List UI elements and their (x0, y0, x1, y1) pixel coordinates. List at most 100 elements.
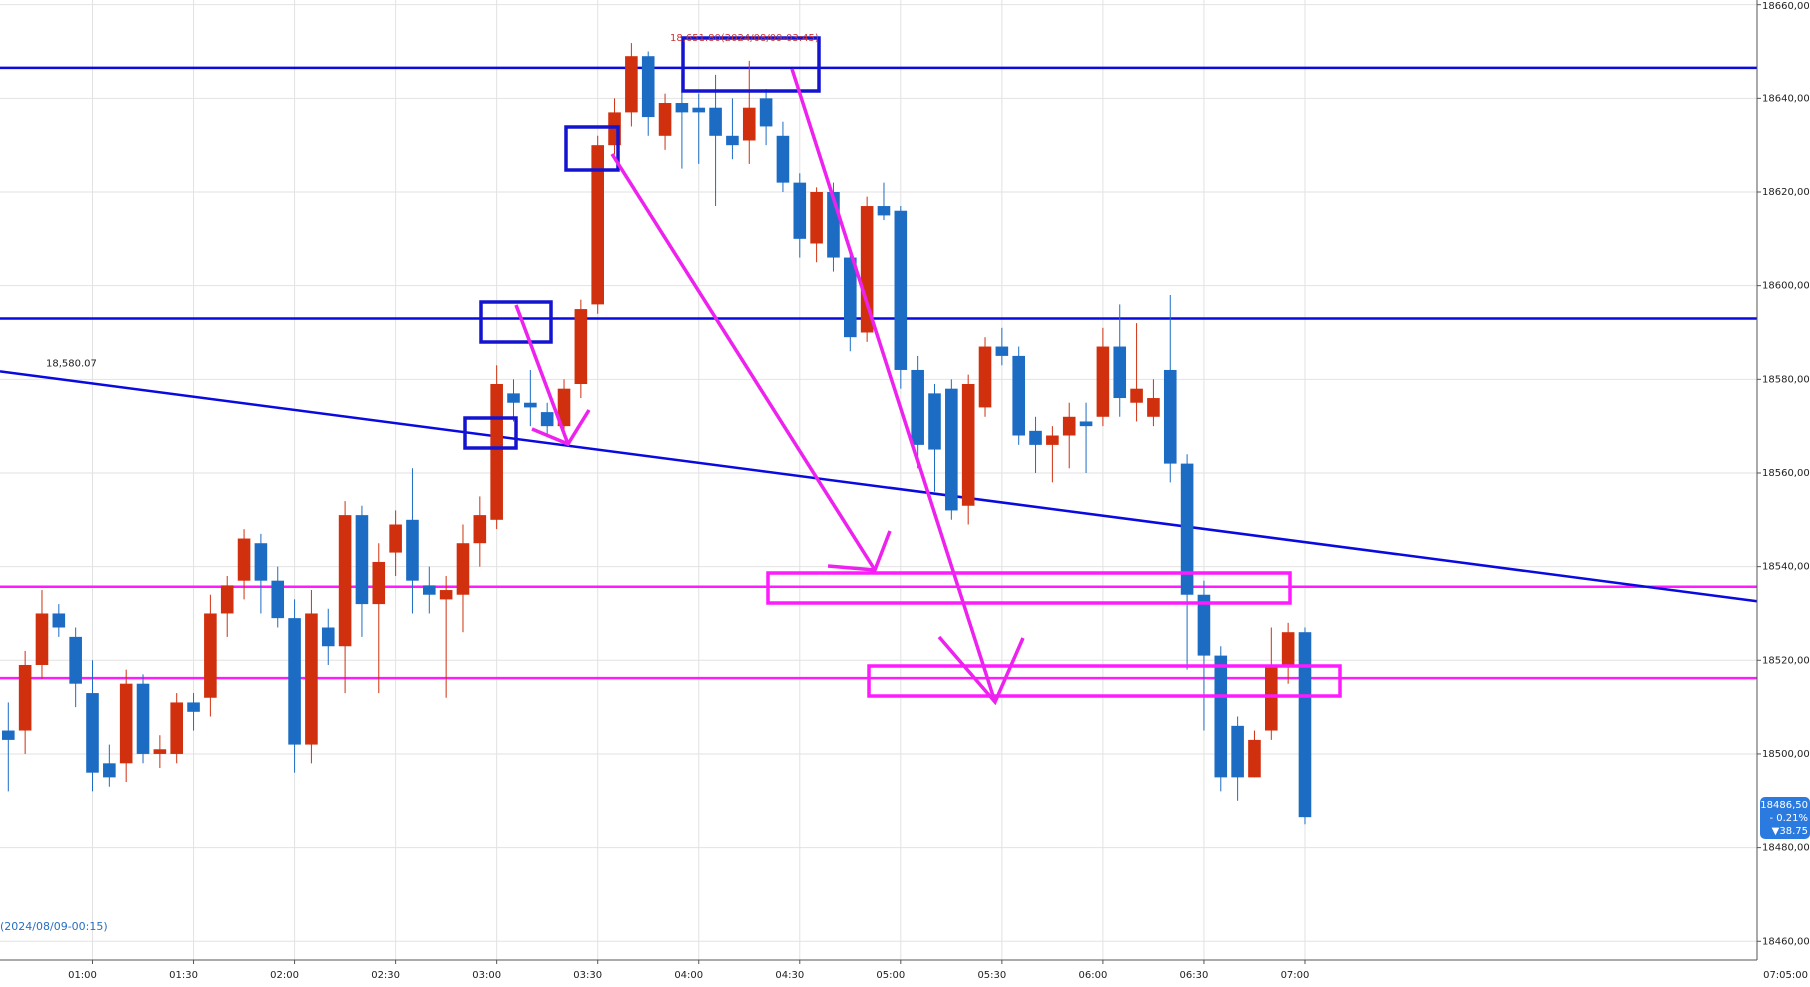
box (867, 664, 1342, 698)
box (766, 571, 1292, 605)
y-tick-label: 18620,00 (1762, 187, 1810, 198)
y-tick-label: 18580,00 (1762, 374, 1810, 385)
candle-body (456, 543, 470, 595)
candle-body (1298, 632, 1312, 818)
candle-body (978, 346, 992, 408)
candle-body (507, 393, 520, 403)
trendline-label: 18,580.07 (46, 358, 97, 369)
x-tick-label: 05:00 (876, 970, 905, 981)
y-tick-label: 18640,00 (1762, 93, 1810, 104)
candle-body (1046, 435, 1059, 445)
arrow-head (937, 635, 1025, 706)
y-tick-label: 18520,00 (1762, 655, 1810, 666)
candle-body (1265, 664, 1278, 731)
x-tick-label: 01:00 (68, 970, 97, 981)
high-label: 18,651.80(2024/08/09-03:45) (670, 33, 819, 44)
candle-body (540, 412, 554, 427)
candle-body (254, 543, 268, 581)
arrow (790, 68, 997, 703)
arrow (610, 153, 877, 571)
candle-body (136, 683, 150, 754)
y-tick-label: 18500,00 (1762, 749, 1810, 760)
candle-body (423, 585, 436, 595)
candle-body (338, 515, 352, 647)
marks (0, 43, 1758, 825)
candle-body (574, 309, 588, 384)
last-price: 18486,50 (1760, 800, 1808, 811)
candle-body (877, 206, 891, 216)
cursor-time: 07:05:00 (1763, 970, 1808, 981)
candle-body (1130, 388, 1143, 403)
candle-body (439, 590, 453, 600)
candle-body (35, 613, 49, 665)
candle-body (1029, 430, 1042, 445)
candle-body (759, 98, 773, 127)
box (463, 416, 518, 450)
candle-body (1281, 632, 1295, 665)
candle-body (86, 693, 99, 773)
x-tick-label: 06:30 (1180, 970, 1209, 981)
x-tick-label: 03:30 (573, 970, 602, 981)
arrow-head (827, 530, 892, 572)
candle-body (1214, 655, 1228, 778)
candle-body (103, 763, 116, 778)
y-tick-label: 18660,00 (1762, 1, 1810, 12)
candle-body (1096, 346, 1110, 417)
x-tick-label: 02:00 (270, 970, 299, 981)
candle-body (675, 103, 689, 113)
arrow-head (531, 409, 591, 447)
candle-body (1113, 346, 1127, 399)
labels: 18460,00 18480,00 18500,00 18520,00 18540,00… (46, 1, 1810, 981)
candle-body (1197, 594, 1211, 656)
change-pct: - 0.21% (1769, 813, 1808, 824)
x-tick-label: 05:30 (977, 970, 1006, 981)
box (681, 36, 821, 93)
change: ▼38.75 (1772, 826, 1808, 837)
candle-body (995, 346, 1009, 356)
x-tick-label: 04:30 (775, 970, 804, 981)
candle-body (288, 618, 301, 745)
candle-body (170, 702, 183, 754)
candle-body (372, 561, 386, 605)
candle-body (187, 702, 200, 712)
candle-body (355, 515, 369, 605)
candle-body (742, 107, 756, 141)
start-label: (2024/08/09-00:15) (0, 920, 108, 933)
candle-body (911, 369, 924, 445)
candle-body (928, 393, 941, 450)
y-tick-label: 18540,00 (1762, 562, 1810, 573)
candle-body (692, 107, 706, 113)
candle-body (1248, 739, 1261, 778)
candle-body (1062, 416, 1076, 436)
candle-body (69, 636, 82, 684)
candle-body (473, 515, 487, 544)
candle-body (204, 613, 217, 698)
candle-body (406, 519, 419, 581)
candle-body (945, 388, 958, 511)
x-tick-label: 03:00 (472, 970, 501, 981)
candle-body (810, 192, 823, 244)
grid (0, 0, 1757, 960)
candle-body (776, 135, 790, 183)
x-tick-label: 02:30 (371, 970, 400, 981)
candle-body (641, 56, 655, 118)
candle-body (844, 257, 857, 338)
y-tick-label: 18480,00 (1762, 843, 1810, 854)
y-tick-label: 18460,00 (1762, 936, 1810, 947)
x-tick-label: 07:00 (1281, 970, 1310, 981)
candle-body (591, 145, 604, 305)
candle-body (726, 135, 739, 146)
candle-body (1180, 463, 1194, 595)
candle-body (490, 384, 503, 520)
candle-body (894, 210, 908, 370)
candle-body (237, 538, 251, 581)
candle-body (52, 613, 66, 628)
candle-body (2, 730, 15, 740)
candle-body (305, 613, 318, 745)
candle-body (119, 683, 133, 764)
candle-body (18, 664, 32, 731)
arrow (514, 304, 570, 445)
candle-body (524, 402, 537, 408)
